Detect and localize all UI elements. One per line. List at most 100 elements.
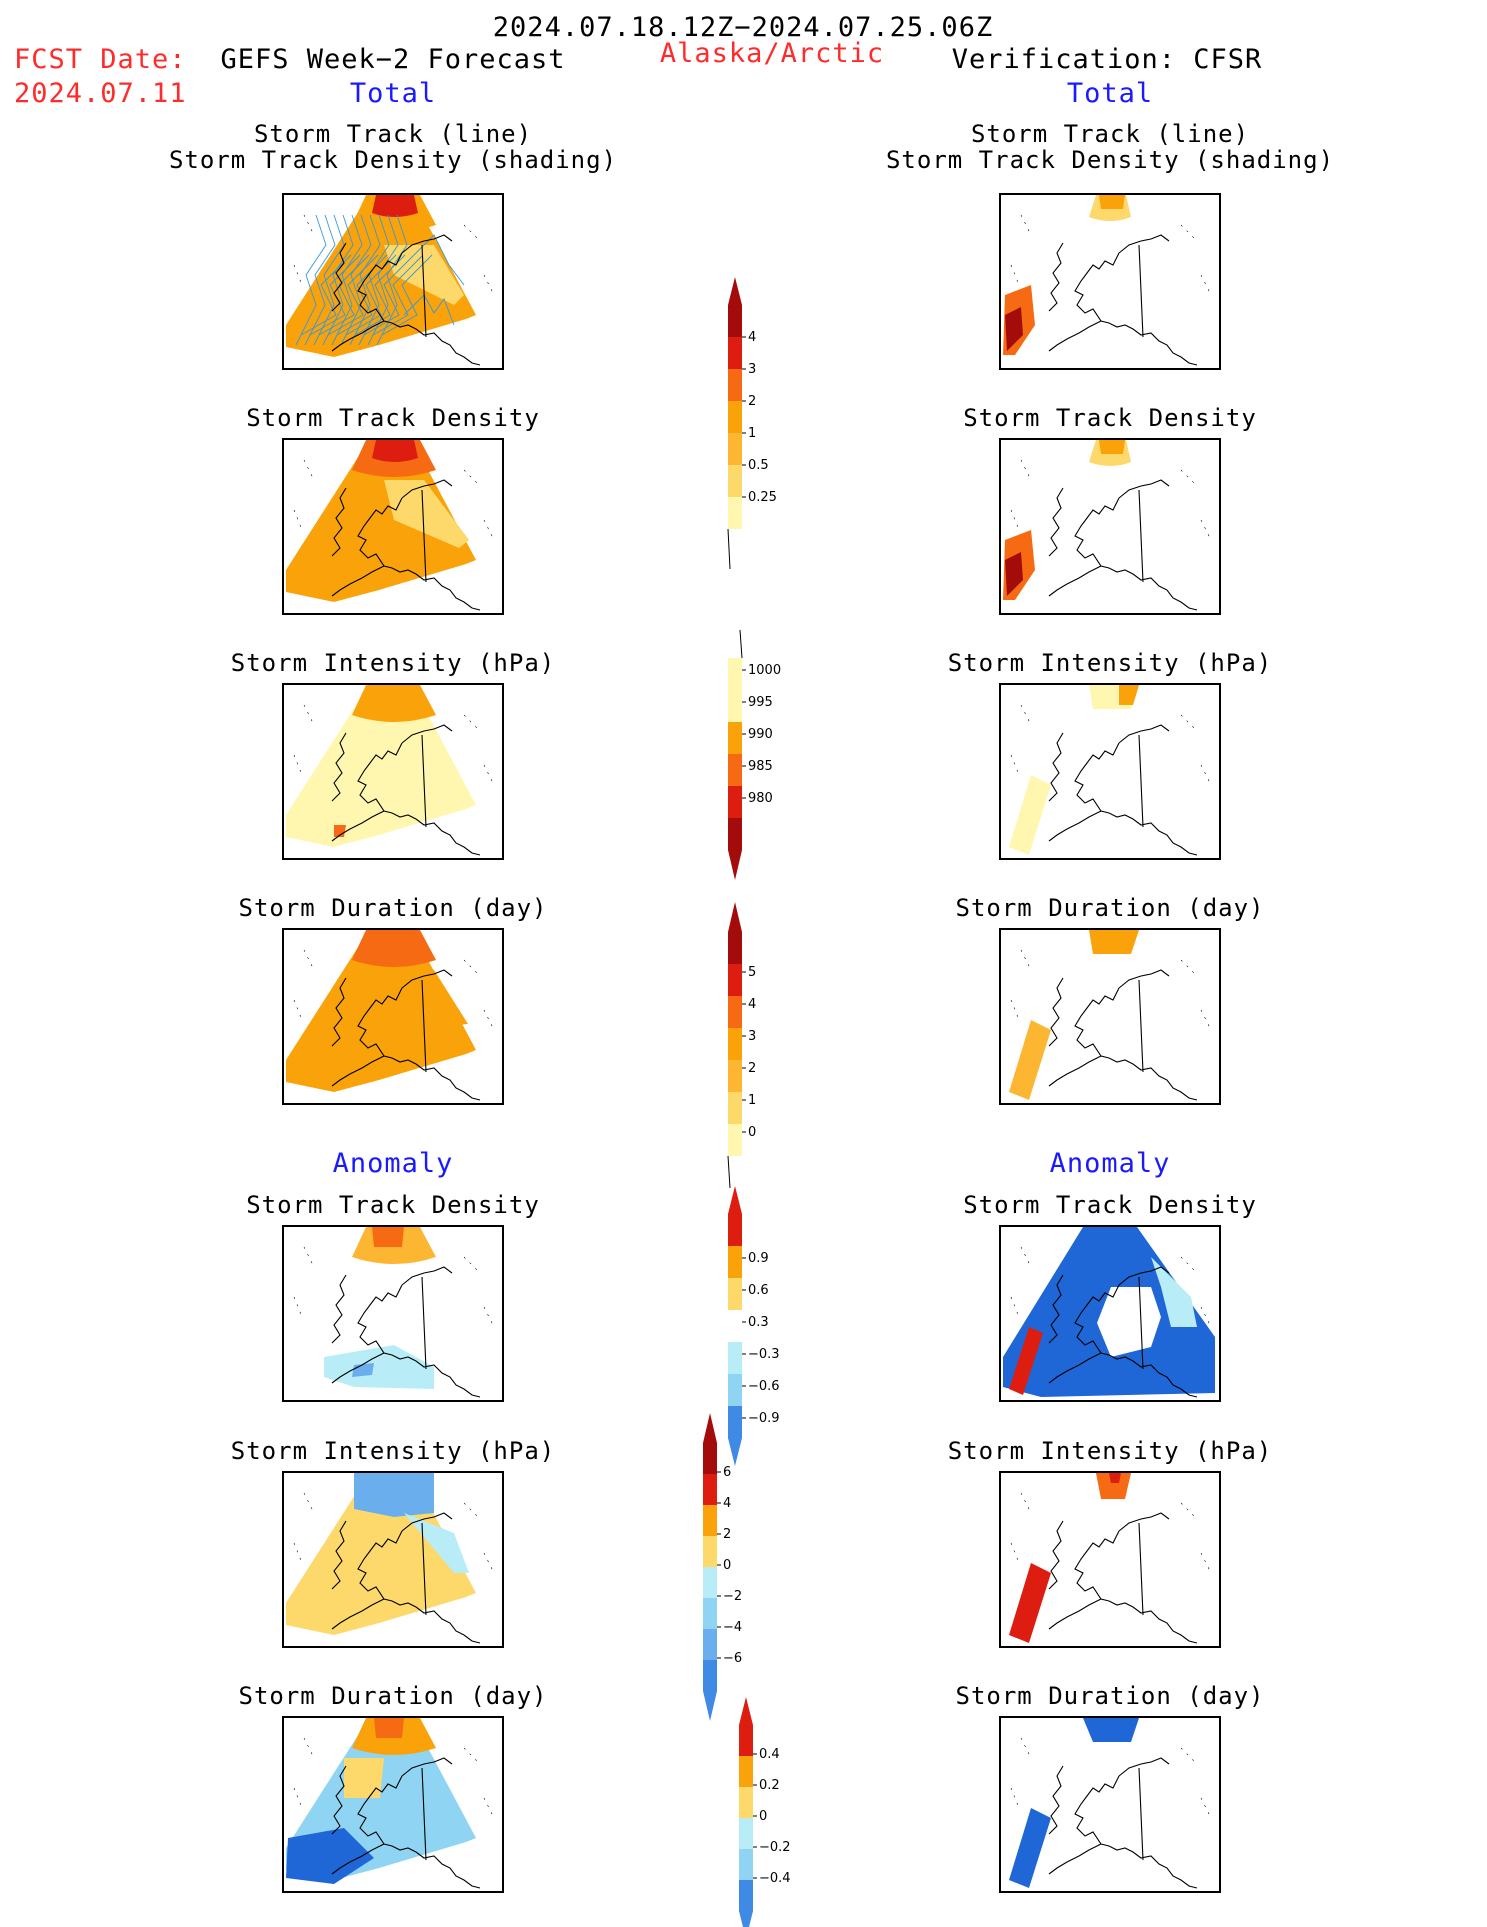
coastline-north	[401, 724, 453, 744]
colorbar-tick-label: −0.4	[759, 1871, 791, 1886]
map-svg	[1003, 195, 1212, 366]
shaded-region	[1083, 1718, 1139, 1742]
map-svg	[1003, 1227, 1215, 1398]
fcst-date-value: 2024.07.11	[14, 78, 187, 109]
storm-track-line	[340, 214, 372, 346]
coastline-north	[401, 479, 453, 499]
map-svg	[293, 1227, 495, 1398]
storm-track-line	[313, 214, 345, 346]
graticule	[1010, 704, 1212, 786]
colorbar-tick-label: 4	[723, 1496, 731, 1511]
map-overlay	[293, 1246, 495, 1398]
map-cfsr-track-density	[999, 193, 1221, 370]
colorbar-band	[728, 996, 742, 1028]
colorbar-tick-label: 980	[748, 791, 773, 806]
map-overlay	[293, 949, 495, 1101]
colorbar-cap-top	[739, 1697, 753, 1725]
colorbar-cap-bottom	[728, 850, 742, 880]
title-intensity-right: Storm Intensity (hPa)	[947, 649, 1273, 677]
graticule	[1010, 214, 1212, 296]
map-overlay	[1010, 1246, 1212, 1398]
aleutians	[331, 565, 385, 597]
aleutians	[1048, 1598, 1102, 1630]
storm-track-line	[376, 214, 408, 346]
colorbar-tail	[727, 1155, 731, 1189]
shaded-region	[352, 930, 436, 967]
left-column-title: GEFS Week−2 Forecast	[220, 44, 566, 75]
map-gefs-density-anomaly	[282, 1225, 504, 1402]
colorbar-tick-label: −0.6	[748, 1379, 780, 1394]
coastline	[1074, 497, 1198, 611]
colorbar-tick-label: 2	[748, 1061, 756, 1076]
map-svg	[286, 1473, 495, 1644]
colorbar-band	[703, 1629, 717, 1660]
siberia-coast	[331, 1274, 347, 1344]
colorbar-tick-label: −0.3	[748, 1347, 780, 1362]
colorbar-band	[739, 1756, 753, 1787]
colorbar-band	[728, 433, 742, 465]
coastline	[1074, 252, 1198, 366]
storm-track-line	[367, 214, 399, 346]
colorbar-tick-label: −2	[723, 1589, 742, 1604]
colorbar-tick-label: 3	[748, 1029, 756, 1044]
map-overlay	[1010, 214, 1212, 366]
colorbar-band	[728, 818, 742, 850]
colorbar-intensity-total: 1000 995 990 985 980	[722, 629, 792, 892]
map-cfsr-density-anomaly	[999, 1225, 1221, 1402]
colorbar-cap-top	[728, 902, 742, 932]
aleutians	[331, 1843, 385, 1875]
coastline-north	[1118, 1266, 1170, 1286]
shaded-region	[1089, 930, 1139, 954]
colorbar-tick-label: 6	[723, 1465, 731, 1480]
title-intensity-anom-right: Storm Intensity (hPa)	[947, 1437, 1273, 1465]
map-cfsr-intensity-anomaly	[999, 1471, 1221, 1648]
coastline-north	[1118, 234, 1170, 254]
colorbar-band	[739, 1880, 753, 1911]
colorbar-band	[703, 1505, 717, 1536]
coastline-north	[1118, 1757, 1170, 1777]
map-cfsr-duration-anomaly	[999, 1716, 1221, 1893]
colorbar-band	[728, 1124, 742, 1156]
border-line	[1138, 244, 1144, 338]
storm-track-line	[349, 214, 381, 346]
colorbar-band	[728, 722, 742, 754]
siberia-coast	[1048, 732, 1064, 802]
siberia-coast	[331, 487, 347, 557]
colorbar-cap-bottom	[739, 1911, 753, 1927]
aleutians	[331, 320, 385, 352]
colorbar-band	[739, 1725, 753, 1756]
title-track-shading-right: Storm Track Density (shading)	[885, 146, 1335, 174]
storm-track-line	[381, 254, 433, 336]
siberia-coast	[331, 977, 347, 1047]
border-line	[421, 1767, 427, 1861]
map-cfsr-duration	[999, 928, 1221, 1105]
colorbar-band	[728, 690, 742, 722]
right-total-label: Total	[1066, 78, 1154, 109]
border-line	[1138, 1522, 1144, 1616]
graticule	[1010, 1737, 1212, 1819]
colorbar-tick-label: 5	[748, 965, 756, 980]
shaded-region	[286, 1828, 374, 1884]
colorbar-cap-top	[728, 277, 742, 305]
colorbar-density-anomaly: −0.9 −0.6 −0.3 0.3 0.6 0.9	[722, 1178, 802, 1466]
map-gefs-intensity	[282, 683, 504, 860]
shaded-region	[1005, 552, 1023, 596]
colorbar-tick-label: −0.9	[748, 1411, 780, 1426]
shaded-region	[1096, 1473, 1131, 1499]
colorbar-band	[728, 786, 742, 818]
graticule	[1010, 949, 1212, 1031]
siberia-coast	[1048, 977, 1064, 1047]
colorbar-cap-top	[703, 1413, 717, 1443]
title-track-line-left: Storm Track (line)	[253, 120, 533, 148]
title-duration-left: Storm Duration (day)	[238, 894, 548, 922]
colorbar-tick-label: −4	[723, 1620, 742, 1635]
map-gefs-duration	[282, 928, 504, 1105]
shaded-region	[286, 440, 476, 602]
shaded-region	[334, 825, 346, 837]
shaded-region	[1097, 1287, 1161, 1357]
colorbar-tick-label: 0.2	[759, 1778, 780, 1793]
storm-track-line	[372, 254, 424, 336]
colorbar-tail	[739, 629, 743, 659]
map-gefs-density	[282, 438, 504, 615]
shaded-region	[372, 1227, 404, 1247]
